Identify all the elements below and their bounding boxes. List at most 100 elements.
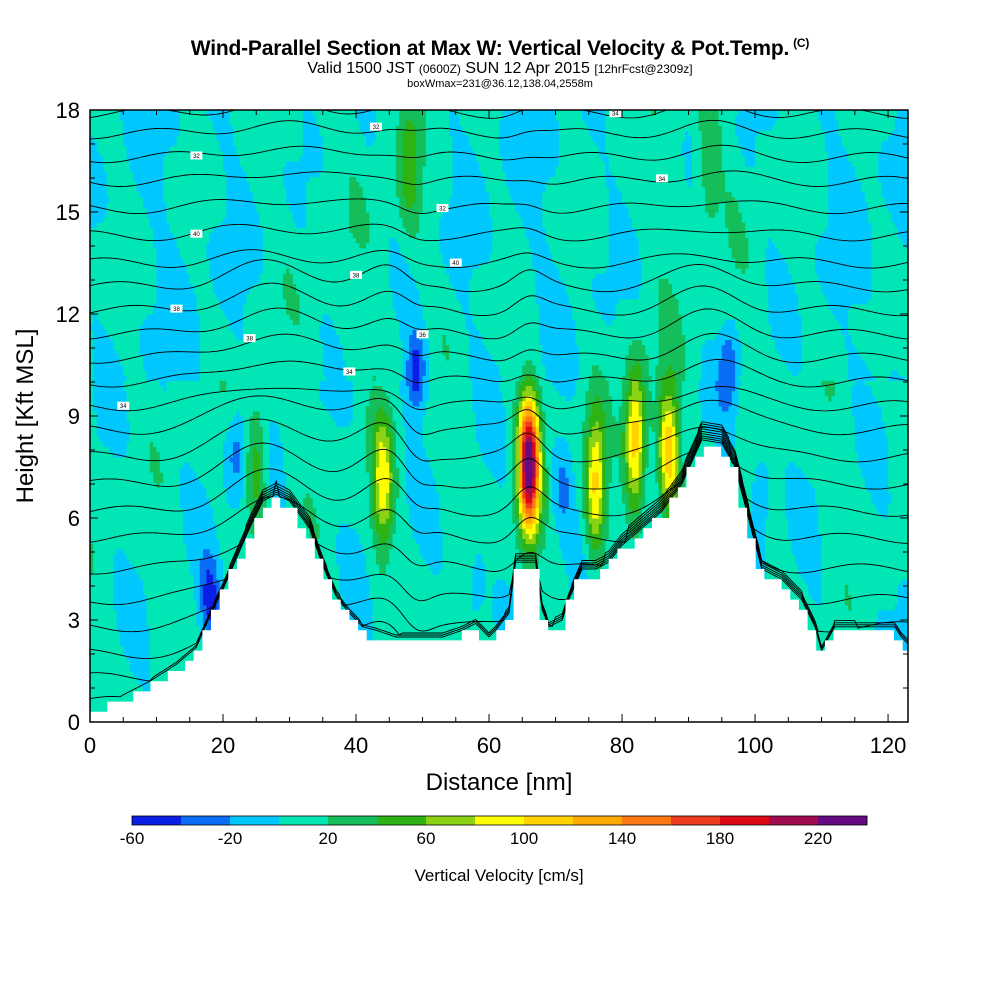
w-cell bbox=[296, 324, 301, 626]
w-cell bbox=[532, 456, 537, 478]
w-cell bbox=[651, 110, 656, 116]
w-cell bbox=[525, 553, 530, 570]
w-cell bbox=[319, 110, 324, 137]
w-cell bbox=[259, 273, 264, 427]
w-cell bbox=[871, 110, 876, 376]
w-cell bbox=[592, 400, 597, 427]
w-cell bbox=[901, 380, 906, 580]
theta-contour bbox=[90, 282, 908, 317]
w-cell bbox=[405, 110, 410, 121]
w-cell bbox=[123, 380, 128, 392]
w-cell bbox=[675, 436, 680, 478]
contour-label: 38 bbox=[173, 307, 180, 313]
w-cell bbox=[665, 395, 670, 412]
colorbar-frame bbox=[131, 815, 868, 826]
w-cell bbox=[382, 507, 387, 524]
w-cell bbox=[262, 110, 267, 483]
w-cell bbox=[638, 110, 643, 259]
w-cell bbox=[415, 349, 420, 392]
w-cell bbox=[864, 380, 869, 386]
w-cell bbox=[223, 110, 227, 172]
w-cell bbox=[229, 329, 234, 422]
w-cell bbox=[622, 201, 626, 300]
w-cell bbox=[203, 110, 207, 488]
w-cell bbox=[708, 217, 713, 341]
w-cell bbox=[602, 375, 607, 412]
colorbar-swatch bbox=[377, 816, 427, 825]
w-cell bbox=[106, 334, 111, 448]
w-cell bbox=[705, 110, 710, 213]
w-cell bbox=[156, 487, 161, 722]
w-cell bbox=[848, 594, 853, 611]
w-cell bbox=[199, 609, 204, 641]
w-cell bbox=[342, 523, 347, 611]
w-cell bbox=[632, 492, 636, 514]
w-cell bbox=[90, 543, 94, 575]
w-cell bbox=[469, 314, 473, 381]
w-cell bbox=[469, 110, 473, 147]
w-cell bbox=[266, 110, 271, 722]
w-cell bbox=[502, 110, 507, 172]
w-cell bbox=[419, 400, 424, 555]
w-cell bbox=[189, 283, 194, 381]
w-cell bbox=[409, 120, 414, 208]
w-cell bbox=[602, 273, 607, 320]
w-cell bbox=[774, 349, 779, 722]
w-cell bbox=[821, 130, 826, 233]
w-cell bbox=[93, 140, 98, 228]
w-cell bbox=[123, 110, 128, 147]
w-cell bbox=[256, 283, 261, 412]
w-cell bbox=[848, 334, 853, 381]
w-cell bbox=[179, 507, 184, 722]
w-cell bbox=[435, 110, 440, 494]
w-cell bbox=[512, 110, 517, 203]
w-cell bbox=[495, 110, 500, 366]
w-cell bbox=[565, 441, 570, 478]
w-cell bbox=[236, 507, 241, 580]
w-cell bbox=[548, 176, 553, 254]
w-cell bbox=[452, 110, 457, 290]
w-cell bbox=[518, 528, 523, 539]
w-cell bbox=[538, 512, 543, 534]
w-cell bbox=[751, 166, 756, 483]
w-cell bbox=[96, 222, 101, 320]
w-cell bbox=[286, 314, 291, 616]
w-cell bbox=[90, 574, 94, 722]
w-cell bbox=[844, 110, 849, 152]
w-cell bbox=[864, 110, 869, 203]
w-cell bbox=[369, 528, 374, 601]
w-cell bbox=[475, 329, 480, 443]
w-cell bbox=[209, 110, 214, 121]
colorbar-tick-label: 100 bbox=[510, 829, 538, 848]
contour-label-bg bbox=[117, 401, 130, 410]
vertical-velocity-field bbox=[90, 110, 908, 722]
w-cell bbox=[359, 110, 364, 131]
w-cell bbox=[701, 344, 706, 422]
w-cell bbox=[818, 237, 823, 284]
w-cell bbox=[542, 365, 547, 412]
w-cell bbox=[412, 110, 417, 126]
w-cell bbox=[163, 390, 168, 722]
w-cell bbox=[385, 110, 390, 397]
w-cell bbox=[439, 217, 444, 254]
w-cell bbox=[469, 380, 473, 662]
w-cell bbox=[548, 110, 553, 177]
w-cell bbox=[525, 436, 530, 443]
w-cell bbox=[562, 395, 567, 437]
chart-title: Wind-Parallel Section at Max W: Vertical… bbox=[190, 36, 810, 60]
y-tick-label: 18 bbox=[56, 98, 80, 123]
w-cell bbox=[755, 135, 759, 468]
w-cell bbox=[525, 492, 530, 504]
w-cell bbox=[572, 110, 577, 320]
contour-label: 34 bbox=[346, 370, 353, 376]
w-cell bbox=[492, 584, 497, 621]
w-cell bbox=[362, 135, 367, 198]
theta-contour bbox=[90, 249, 908, 269]
w-cell bbox=[502, 482, 507, 580]
w-cell bbox=[888, 212, 892, 376]
w-cell bbox=[635, 237, 640, 300]
w-cell bbox=[203, 487, 207, 550]
w-cell bbox=[548, 252, 553, 381]
w-cell bbox=[99, 441, 104, 722]
w-cell bbox=[671, 370, 676, 407]
